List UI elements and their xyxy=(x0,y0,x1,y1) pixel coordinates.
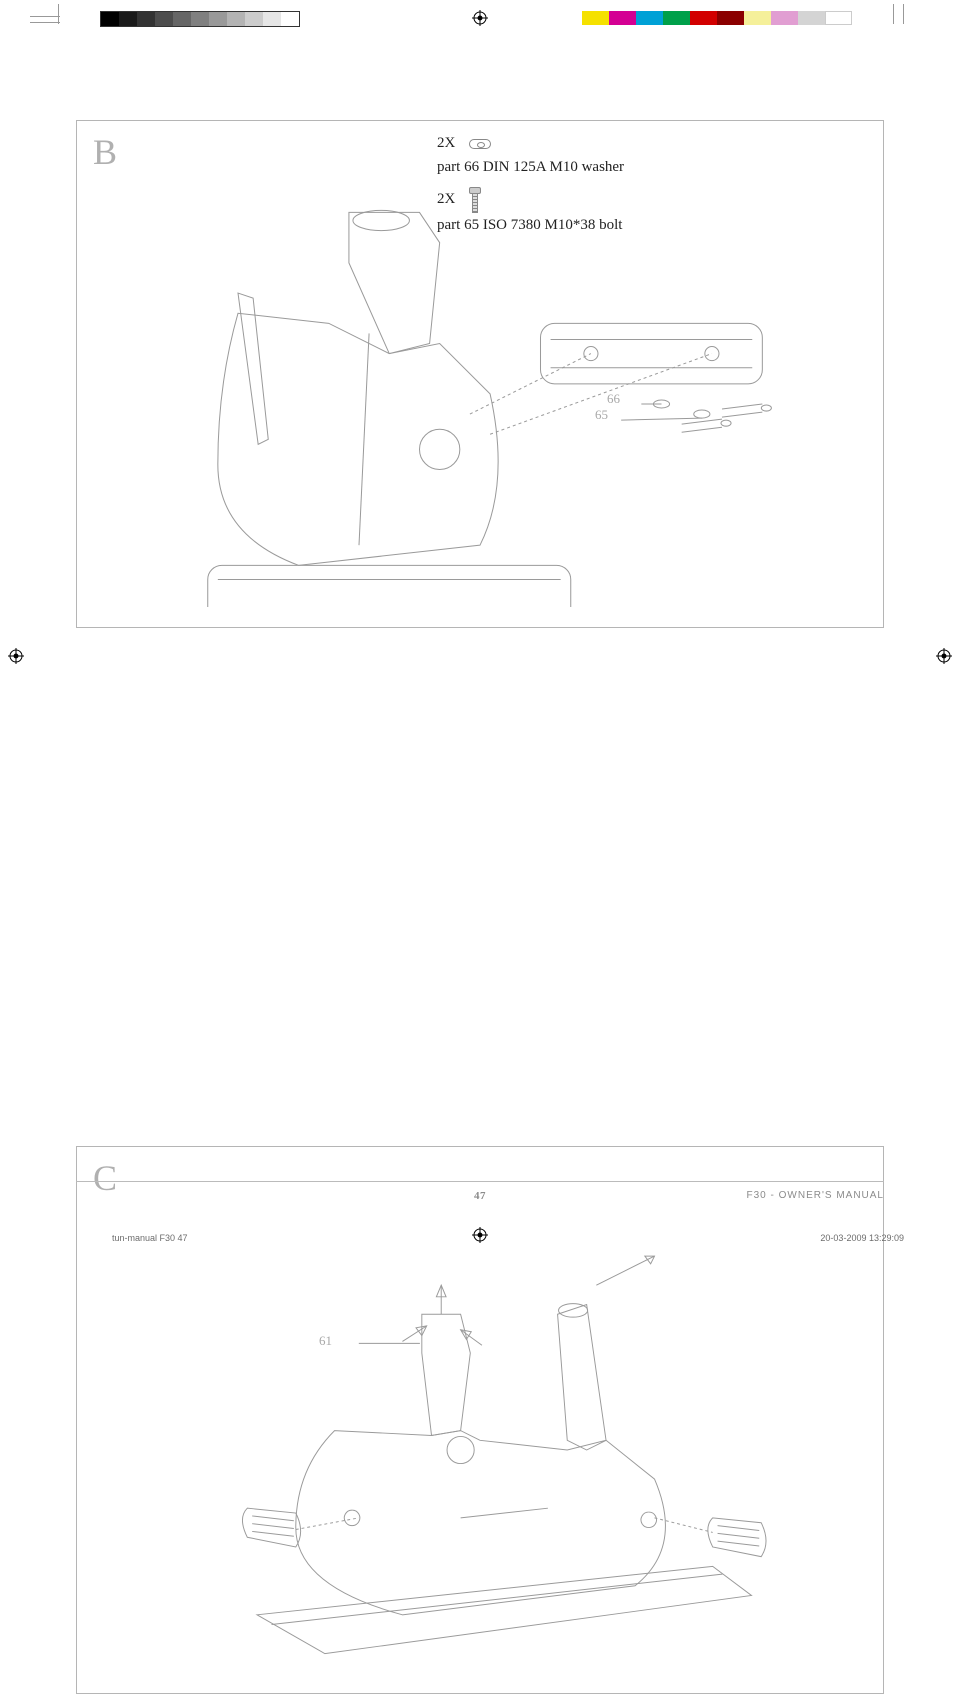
part-label: part 66 DIN 125A M10 washer xyxy=(437,155,624,179)
page-footer: 47 F30 - OWNER'S MANUAL xyxy=(76,1181,884,1201)
registration-mark-top xyxy=(472,10,488,26)
grayscale-swatches xyxy=(100,11,300,27)
assembly-diagram-c: 61 xyxy=(117,1227,843,1673)
callout-66: 66 xyxy=(607,391,620,407)
assembly-step-b-frame: B 2X part 66 DIN 125A M10 washer 2X part… xyxy=(76,120,884,628)
callout-61: 61 xyxy=(319,1333,332,1349)
slug-timestamp: 20-03-2009 13:29:09 xyxy=(820,1233,904,1243)
registration-mark-right xyxy=(936,648,952,664)
document-title: F30 - OWNER'S MANUAL xyxy=(747,1190,884,1201)
washer-icon xyxy=(469,139,491,149)
part-qty: 2X xyxy=(437,131,455,155)
color-swatches xyxy=(582,11,852,25)
crop-corner-left xyxy=(30,8,60,26)
callout-65: 65 xyxy=(595,407,608,423)
registration-mark-left xyxy=(8,648,24,664)
assembly-diagram-b: 66 65 xyxy=(117,201,843,607)
slug-file: tun-manual F30 47 xyxy=(112,1233,188,1243)
step-letter-b: B xyxy=(93,131,117,173)
part-row-washer: 2X part 66 DIN 125A M10 washer xyxy=(437,131,624,179)
print-slug-line: tun-manual F30 47 20-03-2009 13:29:09 xyxy=(112,1233,904,1243)
print-calibration-bar xyxy=(0,4,960,30)
page-number: 47 xyxy=(474,1190,486,1202)
